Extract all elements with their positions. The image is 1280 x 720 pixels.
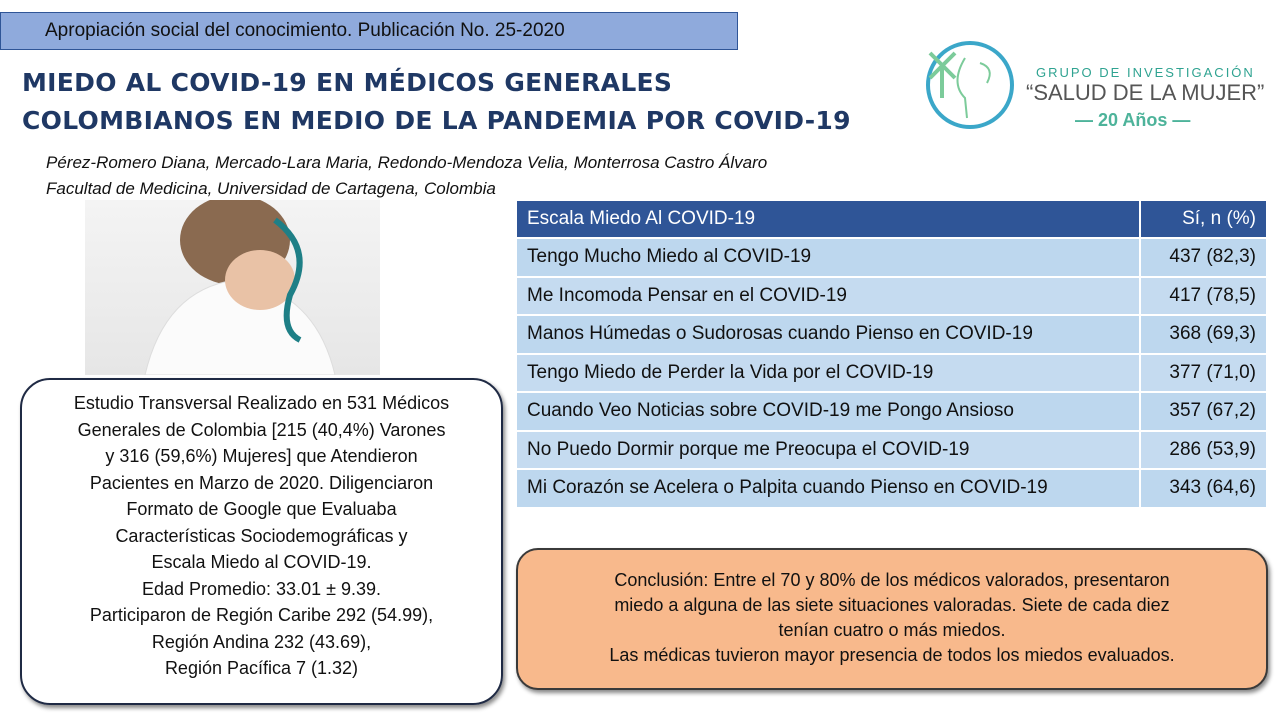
table-row: Me Incomoda Pensar en el COVID-19 417 (78…	[517, 275, 1268, 315]
table-row: Manos Húmedas o Sudorosas cuando Pienso …	[517, 314, 1268, 354]
item-cell: No Puedo Dormir porque me Preocupa el CO…	[517, 429, 1141, 469]
text-line: miedo a alguna de las siete situaciones …	[614, 595, 1170, 615]
item-cell: Tengo Miedo de Perder la Vida por el COV…	[517, 352, 1141, 392]
count-cell: 286 (53,9)	[1140, 429, 1268, 469]
affiliation: Facultad de Medicina, Universidad de Car…	[46, 179, 496, 198]
item-cell: Tengo Mucho Miedo al COVID-19	[517, 237, 1141, 277]
count-cell: 357 (67,2)	[1140, 391, 1268, 431]
publication-banner: Apropiación social del conocimiento. Pub…	[0, 12, 738, 50]
text-line: Pacientes en Marzo de 2020. Diligenciaro…	[89, 472, 434, 493]
text-line: Generales de Colombia [215 (40,4%) Varon…	[77, 419, 446, 440]
item-cell: Cuando Veo Noticias sobre COVID-19 me Po…	[517, 391, 1141, 431]
page-title: MIEDO AL COVID-19 EN MÉDICOS GENERALES C…	[22, 64, 851, 140]
table-row: Cuando Veo Noticias sobre COVID-19 me Po…	[517, 391, 1268, 431]
item-cell: Me Incomoda Pensar en el COVID-19	[517, 275, 1141, 315]
conclusion-box: Conclusión: Entre el 70 y 80% de los méd…	[516, 548, 1268, 690]
authors: Pérez-Romero Diana, Mercado-Lara Maria, …	[46, 153, 768, 172]
text-line: Características Sociodemográficas y	[115, 525, 408, 546]
study-description: Estudio Transversal Realizado en 531 Méd…	[20, 378, 503, 705]
text-line: y 316 (59,6%) Mujeres] que Atendieron	[105, 446, 418, 466]
fear-scale-table: Escala Miedo Al COVID-19 Sí, n (%) Tengo…	[517, 201, 1268, 507]
table-row: Mi Corazón se Acelera o Palpita cuando P…	[517, 468, 1268, 507]
count-cell: 437 (82,3)	[1140, 237, 1268, 277]
text-line: Conclusión: Entre el 70 y 80% de los méd…	[614, 570, 1170, 590]
text-line: Región Andina 232 (43.69),	[151, 631, 372, 652]
table-row: Tengo Mucho Miedo al COVID-19 437 (82,3)	[517, 237, 1268, 277]
logo-line1: GRUPO DE INVESTIGACIÓN	[1036, 65, 1255, 80]
item-cell: Manos Húmedas o Sudorosas cuando Pienso …	[517, 314, 1141, 354]
table-row: No Puedo Dormir porque me Preocupa el CO…	[517, 429, 1268, 469]
title-line: MIEDO AL COVID-19 EN MÉDICOS GENERALES	[22, 68, 673, 97]
text-line: Estudio Transversal Realizado en 531 Méd…	[73, 393, 450, 413]
text-line: Formato de Google que Evaluaba	[126, 499, 397, 519]
item-cell: Mi Corazón se Acelera o Palpita cuando P…	[517, 468, 1141, 507]
text-line: Escala Miedo al COVID-19.	[151, 552, 372, 572]
text-line: Participaron de Región Caribe 292 (54.99…	[89, 605, 434, 625]
table-row: Tengo Miedo de Perder la Vida por el COV…	[517, 352, 1268, 392]
doctor-photo	[85, 200, 380, 375]
column-header-scale: Escala Miedo Al COVID-19	[517, 201, 1141, 238]
count-cell: 368 (69,3)	[1140, 314, 1268, 354]
text-line: Edad Promedio: 33.01 ± 9.39.	[141, 578, 382, 599]
text-line: tenían cuatro o más miedos.	[778, 620, 1006, 640]
logo-line3: — 20 Años —	[1075, 110, 1191, 130]
authors-block: Pérez-Romero Diana, Mercado-Lara Maria, …	[46, 150, 767, 202]
count-cell: 343 (64,6)	[1140, 468, 1268, 507]
count-cell: 417 (78,5)	[1140, 275, 1268, 315]
logo-line2: “SALUD DE LA MUJER”	[1026, 80, 1265, 105]
title-line: COLOMBIANOS EN MEDIO DE LA PANDEMIA POR …	[22, 106, 851, 135]
count-cell: 377 (71,0)	[1140, 352, 1268, 392]
research-group-logo	[926, 41, 1014, 129]
text-line: Las médicas tuvieron mayor presencia de …	[609, 645, 1175, 665]
column-header-yes: Sí, n (%)	[1140, 201, 1268, 238]
text-line: Región Pacífica 7 (1.32)	[164, 658, 359, 678]
